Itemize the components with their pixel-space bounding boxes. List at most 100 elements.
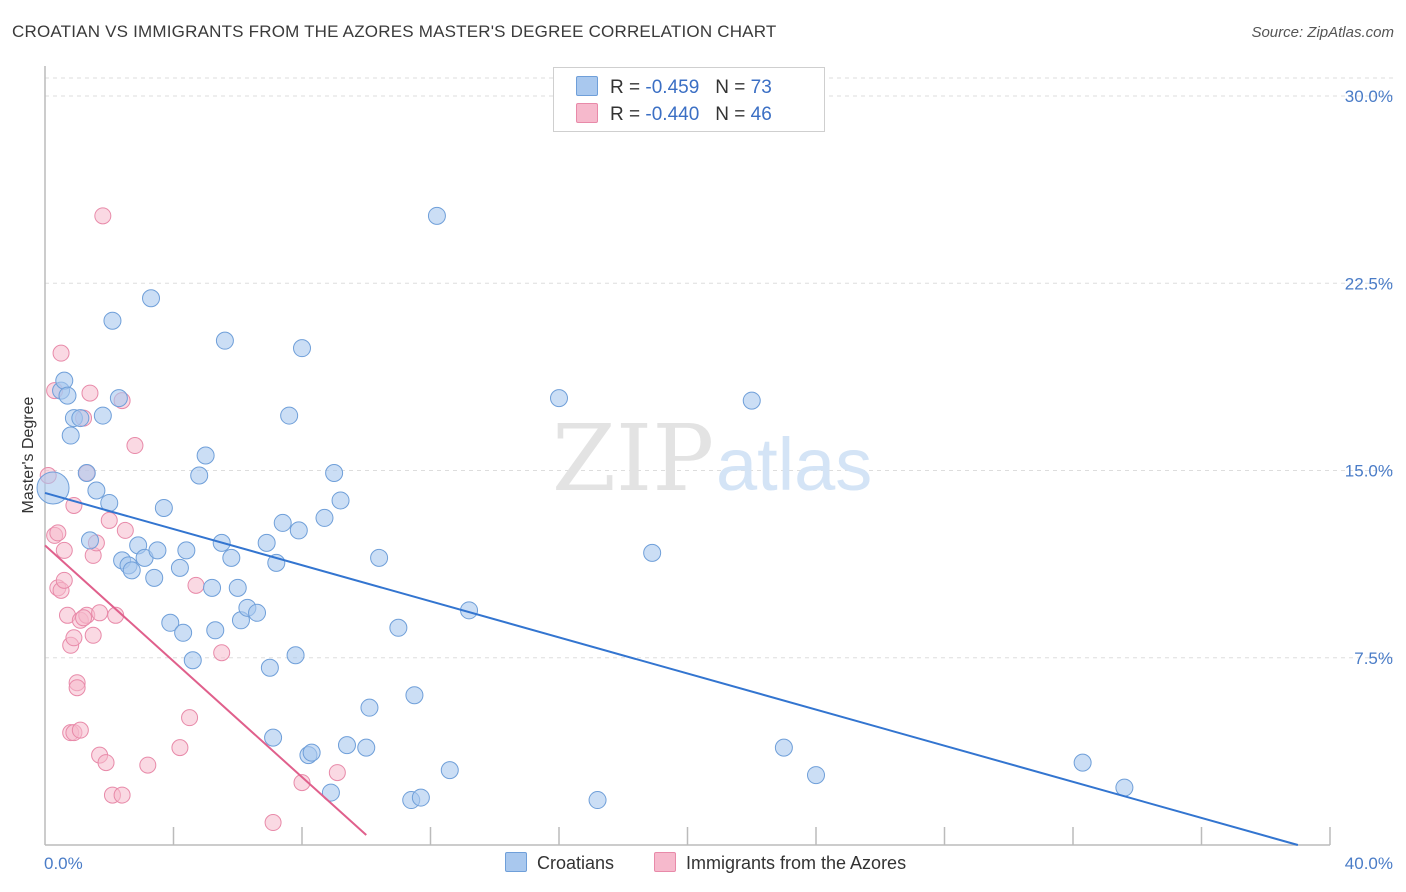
azores-point <box>116 521 134 539</box>
croatian-point <box>302 743 321 762</box>
azores-point <box>100 511 118 529</box>
legend-swatch-pink <box>576 103 598 123</box>
croatian-point <box>315 508 334 527</box>
legend-row-azores: R = -0.440 N = 46 <box>576 103 772 127</box>
y-axis-label: Master's Degree <box>20 396 37 513</box>
croatian-point <box>370 548 389 567</box>
legend-swatch-azores <box>654 852 676 872</box>
chart-title: CROATIAN VS IMMIGRANTS FROM THE AZORES M… <box>12 22 777 41</box>
croatian-point <box>36 471 70 505</box>
croatian-point <box>177 541 196 560</box>
watermark: ZIP atlas <box>552 405 872 512</box>
y-tick-label: 22.5% <box>1345 274 1393 293</box>
grid-lines <box>45 77 1393 659</box>
azores-point <box>55 541 73 559</box>
azores-point <box>139 756 157 774</box>
legend-label-azores: Immigrants from the Azores <box>686 853 907 873</box>
croatian-point <box>228 578 247 597</box>
croatian-point <box>154 498 173 517</box>
croatian-point <box>148 541 167 560</box>
azores-point <box>113 786 131 804</box>
croatian-point <box>170 558 189 577</box>
azores-point <box>81 384 99 402</box>
croatian-point <box>203 578 222 597</box>
source-credit: Source: ZipAtlas.com <box>1251 24 1394 41</box>
legend-row-croatians: R = -0.459 N = 73 <box>576 76 772 100</box>
series-legend: Croatians Immigrants from the Azores <box>0 852 1406 878</box>
croatian-point <box>77 463 96 482</box>
croatian-point <box>280 406 299 425</box>
azores-trend-line <box>44 544 367 836</box>
legend-item-azores[interactable]: Immigrants from the Azores <box>654 852 906 874</box>
watermark-zip: ZIP <box>552 405 714 512</box>
croatian-point <box>122 561 141 580</box>
azores-point <box>68 679 86 697</box>
croatian-point <box>588 791 607 810</box>
correlation-legend: R = -0.459 N = 73 R = -0.440 N = 46 <box>553 67 825 132</box>
croatian-points <box>36 206 1134 810</box>
croatian-point <box>337 736 356 755</box>
azores-points <box>39 207 346 832</box>
croatian-point <box>427 206 446 225</box>
legend-label-croatians: Croatians <box>537 853 615 873</box>
trend-lines <box>44 492 1299 846</box>
croatian-point <box>196 446 215 465</box>
croatian-point <box>222 548 241 567</box>
azores-point <box>264 814 282 832</box>
azores-point <box>126 437 144 455</box>
croatian-point <box>550 389 568 408</box>
croatians-r-value: -0.459 <box>645 77 700 98</box>
azores-point <box>97 754 115 772</box>
croatian-point <box>643 543 662 562</box>
azores-n-value: 46 <box>750 104 772 125</box>
croatian-point <box>142 289 161 308</box>
croatian-point <box>264 728 283 747</box>
azores-point <box>181 709 199 727</box>
croatian-point <box>774 738 793 757</box>
croatian-point <box>190 466 209 485</box>
azores-point <box>65 629 83 647</box>
croatian-point <box>405 686 424 705</box>
azores-point <box>55 571 73 589</box>
croatian-point <box>206 621 225 640</box>
azores-point <box>328 764 346 782</box>
y-tick-label: 30.0% <box>1345 87 1393 106</box>
croatian-point <box>257 533 276 552</box>
croatian-point <box>215 331 234 350</box>
croatian-point <box>1115 778 1134 797</box>
croatian-point <box>55 371 74 390</box>
legend-swatch-croatians <box>505 852 527 872</box>
azores-point <box>71 721 89 739</box>
croatian-point <box>145 568 164 587</box>
watermark-atlas: atlas <box>716 423 872 506</box>
croatian-point <box>183 651 202 670</box>
croatian-point <box>321 783 340 802</box>
croatian-point <box>807 766 825 785</box>
croatian-point <box>389 618 408 637</box>
croatian-point <box>411 788 430 807</box>
y-tick-label: 7.5% <box>1354 649 1393 668</box>
croatian-point <box>61 426 80 445</box>
croatian-point <box>87 481 106 500</box>
croatian-point <box>174 623 193 642</box>
croatian-point <box>1073 753 1092 772</box>
azores-point <box>293 774 311 792</box>
azores-point <box>91 604 109 622</box>
azores-point <box>52 344 70 362</box>
azores-point <box>84 626 102 644</box>
y-tick-label: 15.0% <box>1345 462 1393 481</box>
azores-point <box>75 609 93 627</box>
croatian-point <box>286 646 305 665</box>
azores-point <box>49 524 67 542</box>
axes <box>44 66 1331 846</box>
azores-point <box>187 576 205 594</box>
croatian-point <box>80 531 99 550</box>
x-tick-label: 40.0% <box>1345 854 1393 873</box>
croatian-point <box>357 738 376 757</box>
croatian-point <box>293 339 311 358</box>
tick-labels: 7.5% 15.0% 22.5% 30.0% 0.0% 40.0% <box>44 87 1393 873</box>
legend-item-croatians[interactable]: Croatians <box>505 852 614 874</box>
croatian-point <box>742 391 761 410</box>
croatian-point <box>440 761 459 780</box>
legend-swatch-blue <box>576 76 598 96</box>
